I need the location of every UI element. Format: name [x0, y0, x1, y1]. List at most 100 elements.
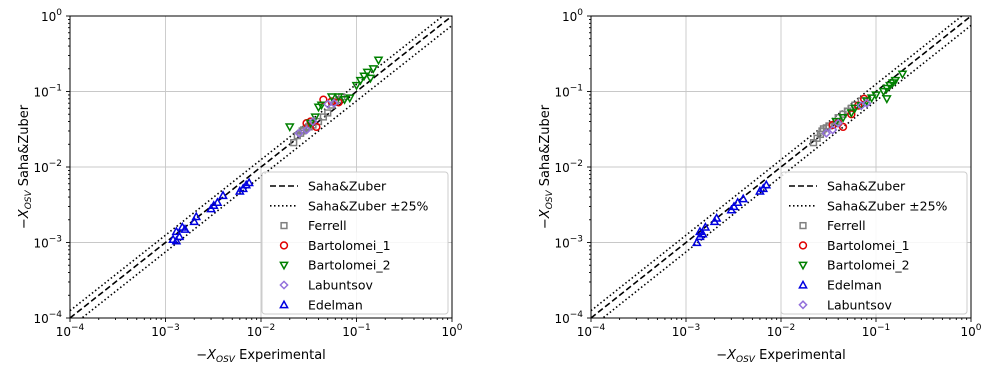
data-point: [825, 122, 833, 130]
legend-label: Saha&Zuber ±25%: [308, 198, 429, 213]
y-tick-label-base: 10: [554, 312, 569, 326]
y-axis-label-prefix: −: [538, 218, 553, 229]
x-tick-label-exponent: −3: [687, 323, 700, 333]
x-tick-label-exponent: −4: [592, 323, 606, 333]
data-point: [308, 116, 318, 127]
y-tick-label-exponent: −2: [49, 159, 62, 169]
data-point: [871, 91, 881, 101]
series-edelman: [168, 177, 254, 245]
reference-lines: [591, 16, 971, 318]
data-point: [324, 109, 332, 117]
y-tick-label-base: 10: [33, 312, 48, 326]
x-tick-label: 10−1: [342, 323, 371, 339]
y-tick-label: 10−4: [33, 310, 62, 326]
legend-box: [261, 171, 449, 315]
data-point: [171, 235, 182, 245]
y-tick-label-exponent: −3: [570, 235, 583, 245]
y-tick-label-base: 10: [562, 10, 577, 24]
data-point: [881, 84, 892, 94]
x-axis-label-prefix: −: [196, 348, 207, 363]
y-axis-label-subscript: OSV: [24, 190, 34, 210]
y-tick-label-exponent: 0: [577, 8, 583, 18]
y-axis-label-prefix: −: [17, 218, 32, 229]
y-tick-label: 10−2: [554, 159, 583, 175]
y-tick-label-base: 10: [554, 161, 569, 175]
data-point: [218, 190, 228, 200]
data-point: [290, 139, 298, 147]
y-tick-label-base: 10: [33, 237, 48, 251]
data-point: [312, 122, 321, 132]
data-point: [359, 72, 369, 82]
x-tick-label: 10−4: [577, 323, 606, 339]
data-point: [838, 122, 848, 132]
y-axis-label-suffix: Saha&Zuber: [17, 104, 32, 190]
data-point: [301, 125, 312, 135]
chart-panel-2: 10−4 10−3 10−2 10−1 10010−410−310−210−1100−X…: [538, 8, 982, 365]
y-axis-label-suffix: Saha&Zuber: [538, 104, 553, 190]
legend-label: Saha&Zuber ±25%: [827, 198, 948, 213]
y-tick-label: 100: [41, 8, 62, 24]
legend-label: Bartolomei_2: [827, 258, 910, 273]
x-tick-label-exponent: 0: [976, 323, 982, 333]
legend-marker-swatch: [798, 279, 808, 289]
x-tick-label: 10−2: [247, 323, 276, 339]
legend-marker-swatch: [799, 221, 807, 230]
legend-label: Ferrell: [827, 218, 866, 233]
data-point: [319, 95, 328, 104]
data-point: [174, 231, 185, 241]
x-tick-label-base: 10: [960, 325, 975, 339]
x-tick-label-exponent: 0: [457, 323, 463, 333]
y-tick-label: 10−3: [554, 235, 583, 251]
legend-marker-swatch: [798, 241, 808, 250]
x-axis-label-subscript: OSV: [216, 355, 236, 365]
x-tick-label: 100: [441, 323, 462, 339]
reference-line-dotted-0: [591, 16, 964, 312]
data-point: [244, 177, 254, 187]
x-tick-label: 10−1: [862, 323, 891, 339]
legend-label: Edelman: [308, 297, 363, 312]
y-axis-label-subscript: OSV: [545, 190, 555, 210]
data-point: [761, 179, 772, 189]
ticks: [66, 15, 453, 322]
x-tick-label: 100: [960, 323, 981, 339]
data-point: [212, 197, 223, 207]
data-point: [729, 201, 739, 211]
x-axis-label-subscript: OSV: [736, 355, 756, 365]
reference-lines: [70, 16, 452, 318]
legend-marker-swatch: [279, 261, 289, 271]
x-tick-label-exponent: −2: [262, 323, 275, 333]
data-point: [362, 68, 373, 78]
y-tick-label-base: 10: [33, 86, 48, 100]
data-point: [890, 76, 901, 86]
data-point: [833, 118, 843, 128]
x-tick-label: 10−4: [56, 323, 85, 339]
legend-label: Labuntsov: [308, 278, 373, 293]
data-point: [189, 216, 200, 226]
x-tick-label-base: 10: [151, 325, 166, 339]
x-tick-label-base: 10: [342, 325, 357, 339]
y-tick-label: 10−4: [554, 310, 583, 326]
y-tick-label: 10−3: [33, 235, 62, 251]
x-tick-label-exponent: −1: [877, 323, 890, 333]
x-tick-label-base: 10: [767, 325, 782, 339]
data-point: [319, 113, 328, 121]
x-tick-label-base: 10: [441, 325, 456, 339]
reference-line-dotted-1: [601, 24, 971, 318]
data-point: [711, 213, 722, 222]
y-tick-label: 10−1: [554, 84, 583, 100]
y-tick-label-exponent: −1: [49, 84, 62, 94]
y-tick-label-base: 10: [33, 161, 48, 175]
y-tick-label: 10−1: [33, 84, 62, 100]
data-point: [697, 228, 708, 238]
data-point: [831, 117, 841, 127]
y-axis-label-symbol: X: [538, 208, 553, 219]
data-point: [171, 226, 182, 236]
x-axis-label-symbol: X: [206, 348, 217, 363]
legend-marker-swatch: [279, 241, 289, 250]
data-point: [373, 56, 384, 66]
legend-marker-swatch: [798, 261, 808, 271]
data-point: [284, 123, 295, 133]
legend-label: Edelman: [827, 278, 882, 293]
reference-line-dashed-0: [70, 16, 452, 318]
